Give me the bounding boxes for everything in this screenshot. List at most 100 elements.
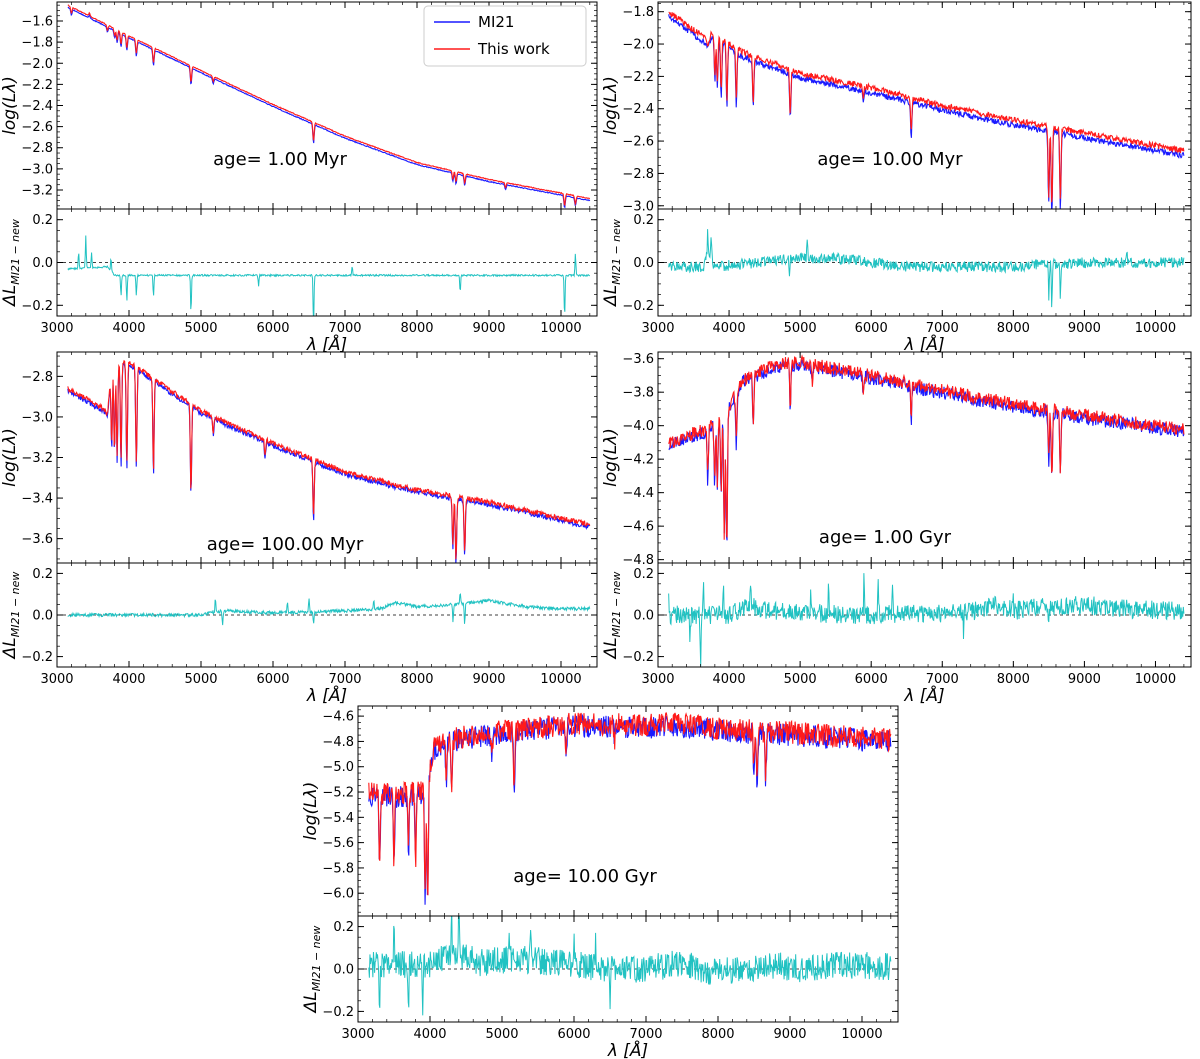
- y-tick-label: −5.6: [322, 836, 354, 851]
- y-tick-label: −2.8: [622, 167, 654, 182]
- y-tick-label: −4.8: [622, 553, 654, 568]
- y-tick-label: −1.6: [21, 15, 53, 30]
- y-axis-label-top: log(Lλ): [0, 76, 20, 135]
- x-tick-label: 7000: [629, 1027, 662, 1042]
- x-tick-label: 10000: [540, 672, 581, 687]
- y-tick-label: −5.0: [322, 760, 354, 775]
- y-axis-label-bottom-main: ΔL: [0, 285, 20, 308]
- y-tick-label: −0.2: [622, 299, 654, 314]
- y-tick-label: −2.0: [21, 57, 53, 72]
- y-tick-label: 0.2: [633, 567, 654, 582]
- y-tick-label: −3.2: [21, 183, 53, 198]
- y-axis-label-top: log(Lλ): [601, 428, 621, 487]
- y-tick-label: −3.6: [21, 532, 53, 547]
- x-tick-label: 9000: [472, 321, 505, 336]
- legend: MI21 This work: [423, 5, 587, 67]
- y-tick-label: −2.2: [622, 70, 654, 85]
- series-this-work: [668, 11, 1185, 203]
- panel-2: 3000 4000 5000 6000 7000 8000 9000 10000 −3.0 −2.…: [601, 1, 1192, 355]
- y-axis-label-bottom-sub: MI21 − new: [310, 926, 323, 992]
- x-tick-label: 3000: [40, 672, 73, 687]
- y-tick-label: 0.0: [633, 256, 654, 271]
- y-tick-label: −2.6: [21, 120, 53, 135]
- y-tick-label: −2.8: [21, 370, 53, 385]
- x-tick-label: 7000: [328, 321, 361, 336]
- x-tick-label: 5000: [784, 672, 817, 687]
- x-tick-label: 6000: [256, 672, 289, 687]
- legend-box: [423, 5, 587, 67]
- y-tick-label: −4.6: [322, 710, 354, 725]
- y-tick-label: −3.0: [622, 199, 654, 214]
- series-this-work: [67, 359, 591, 560]
- y-tick-label: −2.6: [622, 135, 654, 150]
- y-tick-label: 0.2: [333, 920, 354, 935]
- x-tick-label: 4000: [713, 672, 746, 687]
- y-tick-label: −0.2: [322, 1005, 354, 1020]
- series-residual: [668, 573, 1185, 667]
- x-tick-label: 10000: [540, 321, 581, 336]
- y-tick-label: −1.8: [622, 5, 654, 20]
- y-axis-label-bottom: ΔLMI21 − new: [601, 219, 623, 308]
- y-tick-label: −3.0: [21, 410, 53, 425]
- y-axis-label-bottom-main: ΔL: [0, 637, 20, 660]
- y-tick-label: −4.0: [622, 419, 654, 434]
- y-tick-label: −6.0: [322, 887, 354, 902]
- y-axis-label-bottom-sub: MI21 − new: [610, 219, 623, 285]
- x-tick-label: 5000: [184, 672, 217, 687]
- y-tick-label: −4.4: [622, 486, 654, 501]
- x-axis-label: λ [Å]: [903, 333, 944, 355]
- x-tick-label: 10000: [841, 1027, 882, 1042]
- series-this-work: [668, 354, 1185, 540]
- y-tick-label: −4.6: [622, 520, 654, 535]
- y-axis-label-bottom-main: ΔL: [601, 637, 621, 660]
- y-axis-label-bottom-main: ΔL: [601, 285, 621, 308]
- panel-5: 3000 4000 5000 6000 7000 8000 9000 10000 −6.0 −5.…: [301, 705, 899, 1059]
- x-tick-label: 7000: [926, 321, 959, 336]
- y-tick-label: −4.2: [622, 453, 654, 468]
- series-this-work: [67, 4, 591, 207]
- x-tick-label: 8000: [400, 321, 433, 336]
- y-tick-label: −2.2: [21, 78, 53, 93]
- x-tick-label: 10000: [1135, 321, 1176, 336]
- age-annotation: age= 10.00 Myr: [817, 149, 963, 170]
- y-tick-label: 0.0: [633, 609, 654, 624]
- y-tick-label: −3.6: [622, 352, 654, 367]
- y-tick-label: −2.0: [622, 38, 654, 53]
- y-tick-label: −2.4: [622, 102, 654, 117]
- y-tick-label: −3.0: [21, 162, 53, 177]
- series-residual: [67, 235, 591, 316]
- x-tick-label: 6000: [256, 321, 289, 336]
- x-tick-label: 4000: [112, 321, 145, 336]
- age-annotation: age= 1.00 Myr: [213, 149, 347, 170]
- y-axis-label-top: log(Lλ): [601, 76, 621, 135]
- series-residual: [368, 916, 892, 1016]
- x-tick-label: 8000: [997, 321, 1030, 336]
- y-tick-label: −5.2: [322, 786, 354, 801]
- x-tick-label: 8000: [400, 672, 433, 687]
- x-tick-label: 3000: [341, 1027, 374, 1042]
- x-tick-label: 7000: [328, 672, 361, 687]
- x-axis-label: λ [Å]: [306, 684, 347, 706]
- series-this-work: [368, 712, 892, 896]
- y-tick-label: −3.4: [21, 492, 53, 507]
- x-tick-label: 4000: [112, 672, 145, 687]
- y-tick-label: −0.2: [21, 650, 53, 665]
- legend-label: This work: [477, 40, 550, 58]
- x-tick-label: 8000: [701, 1027, 734, 1042]
- y-tick-label: −2.8: [21, 141, 53, 156]
- y-tick-label: 0.0: [333, 963, 354, 978]
- x-tick-label: 3000: [40, 321, 73, 336]
- y-axis-label-bottom-sub: MI21 − new: [9, 219, 22, 285]
- x-tick-label: 4000: [713, 321, 746, 336]
- y-tick-label: −5.8: [322, 861, 354, 876]
- age-annotation: age= 100.00 Myr: [207, 534, 364, 555]
- y-axis-label-top: log(Lλ): [301, 782, 321, 841]
- y-tick-label: −0.2: [21, 299, 53, 314]
- y-tick-label: −4.8: [322, 735, 354, 750]
- y-axis-label-bottom: ΔLMI21 − new: [0, 219, 22, 308]
- x-tick-label: 5000: [784, 321, 817, 336]
- x-tick-label: 5000: [485, 1027, 518, 1042]
- legend-label: MI21: [478, 13, 514, 31]
- series-residual: [67, 593, 591, 626]
